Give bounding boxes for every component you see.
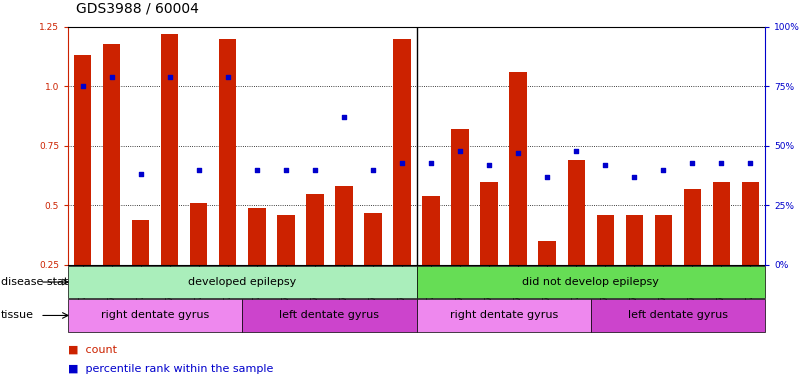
Text: ■  percentile rank within the sample: ■ percentile rank within the sample	[68, 364, 273, 374]
Bar	[567, 160, 585, 324]
Point	[221, 74, 234, 80]
Point	[744, 159, 757, 166]
Text: left dentate gyrus: left dentate gyrus	[628, 310, 728, 321]
Bar	[74, 55, 91, 324]
Text: GDS3988 / 60004: GDS3988 / 60004	[76, 2, 199, 15]
Bar	[393, 39, 411, 324]
Bar	[132, 220, 149, 324]
Bar	[481, 182, 497, 324]
Bar	[742, 182, 759, 324]
Bar	[306, 194, 324, 324]
Bar	[219, 39, 236, 324]
Point	[686, 159, 698, 166]
Bar	[597, 215, 614, 324]
Point	[512, 150, 525, 156]
Text: developed epilepsy: developed epilepsy	[188, 277, 296, 287]
Point	[396, 159, 409, 166]
Bar	[248, 208, 266, 324]
Bar	[451, 129, 469, 324]
Point	[163, 74, 176, 80]
Bar	[190, 203, 207, 324]
Text: left dentate gyrus: left dentate gyrus	[280, 310, 380, 321]
Bar	[277, 215, 295, 324]
Point	[135, 171, 147, 177]
Bar	[161, 34, 179, 324]
Bar	[335, 186, 352, 324]
Bar	[509, 72, 527, 324]
Bar	[364, 213, 381, 324]
Bar	[683, 189, 701, 324]
Point	[570, 147, 582, 154]
Text: right dentate gyrus: right dentate gyrus	[449, 310, 557, 321]
Text: tissue: tissue	[1, 310, 34, 321]
Point	[483, 162, 496, 168]
Point	[541, 174, 553, 180]
Point	[251, 167, 264, 173]
Bar	[713, 182, 731, 324]
Point	[367, 167, 380, 173]
Point	[599, 162, 612, 168]
Point	[105, 74, 118, 80]
Text: did not develop epilepsy: did not develop epilepsy	[522, 277, 659, 287]
Point	[308, 167, 321, 173]
Point	[192, 167, 205, 173]
Text: right dentate gyrus: right dentate gyrus	[101, 310, 209, 321]
Point	[337, 114, 350, 121]
Bar	[103, 43, 120, 324]
Point	[715, 159, 728, 166]
Bar	[538, 241, 556, 324]
Point	[453, 147, 466, 154]
Point	[76, 83, 89, 89]
Text: disease state: disease state	[1, 277, 75, 287]
Text: ■  count: ■ count	[68, 345, 117, 355]
Bar	[626, 215, 643, 324]
Bar	[422, 196, 440, 324]
Point	[280, 167, 292, 173]
Point	[657, 167, 670, 173]
Point	[628, 174, 641, 180]
Point	[425, 159, 437, 166]
Bar	[654, 215, 672, 324]
